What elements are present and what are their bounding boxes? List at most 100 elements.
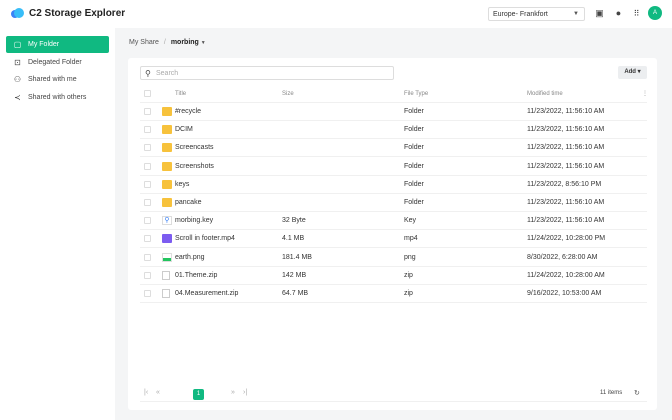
table-row[interactable]: #recycle Folder 11/23/2022, 11:56:10 AM [140, 103, 647, 121]
file-title[interactable]: Screencasts [175, 144, 214, 152]
file-title[interactable]: 04.Measurement.zip [175, 290, 239, 297]
table-row[interactable]: Screencasts Folder 11/23/2022, 11:56:10 AM [140, 139, 647, 158]
add-button[interactable]: Add ▾ [618, 66, 647, 79]
pagination: |‹ « 1 » ›| 11 items ↻ [140, 387, 647, 402]
sidebar-item-delegated-folder[interactable]: ⊡ Delegated Folder [6, 54, 109, 71]
first-page-icon[interactable]: |‹ [144, 389, 149, 396]
last-page-icon[interactable]: ›| [243, 389, 248, 396]
table-header: Title Size File Type Modified time ⋮ [140, 85, 648, 103]
row-checkbox[interactable] [144, 162, 151, 170]
table-row[interactable]: Screenshots Folder 11/23/2022, 11:56:10 AM [140, 158, 647, 176]
sidebar-item-my-folder[interactable]: ▢ My Folder [6, 36, 109, 53]
table-row[interactable]: pancake Folder 11/23/2022, 11:56:10 AM [140, 194, 647, 212]
share-icon: ≺ [14, 93, 21, 102]
region-value: Europe- Frankfort [493, 11, 548, 18]
file-type: Folder [404, 144, 424, 152]
file-list-card: ⚲ Search Add ▾ Title Size File Type Modif… [128, 58, 657, 410]
file-type: Folder [404, 108, 424, 115]
row-checkbox[interactable] [144, 144, 151, 152]
table-row[interactable]: 04.Measurement.zip 64.7 MB zip 9/16/2022, 1… [140, 285, 647, 303]
avatar[interactable]: A [648, 6, 662, 20]
help-icon[interactable]: ● [615, 8, 622, 18]
header-size[interactable]: Size [282, 90, 294, 97]
key-file-icon: ⚲ [162, 216, 172, 226]
breadcrumb-current[interactable]: morbing [170, 39, 199, 46]
row-checkbox[interactable] [144, 290, 151, 297]
folder-icon [162, 198, 172, 207]
file-size: 64.7 MB [282, 290, 309, 297]
table-row[interactable]: earth.png 181.4 MB png 8/30/2022, 6:28:00 A… [140, 249, 647, 267]
select-all-checkbox[interactable] [144, 90, 151, 97]
image-file-icon [162, 252, 172, 262]
file-title[interactable]: earth.png [175, 253, 205, 261]
row-checkbox[interactable] [144, 108, 151, 115]
row-checkbox[interactable] [144, 271, 151, 279]
region-select[interactable]: Europe- Frankfort ▼ [488, 7, 585, 21]
file-title[interactable]: DCIM [175, 126, 193, 134]
file-modified: 11/23/2022, 11:56:10 AM [527, 108, 605, 115]
file-size: 181.4 MB [282, 253, 312, 261]
table-row[interactable]: 01.Theme.zip 142 MB zip 11/24/2022, 10:28:0… [140, 267, 647, 285]
item-count: 11 items [600, 390, 623, 396]
add-label: Add [624, 69, 636, 75]
file-modified: 11/23/2022, 11:56:10 AM [527, 126, 605, 134]
chevron-down-icon[interactable]: ▼ [200, 40, 206, 46]
folder-icon [162, 179, 172, 189]
search-placeholder: Search [156, 70, 179, 77]
search-input[interactable]: ⚲ Search [140, 66, 394, 80]
file-title[interactable]: #recycle [175, 108, 202, 115]
file-type: mp4 [404, 235, 418, 243]
file-type: Folder [404, 199, 424, 206]
header-modified[interactable]: Modified time [527, 90, 563, 97]
file-type: Folder [404, 180, 424, 188]
file-modified: 11/24/2022, 10:28:00 PM [527, 235, 606, 243]
refresh-icon[interactable]: ↻ [634, 390, 640, 397]
upload-icon[interactable]: ▣ [595, 8, 604, 18]
row-checkbox[interactable] [144, 235, 151, 243]
table-row[interactable]: DCIM Folder 11/23/2022, 11:56:10 AM [140, 121, 647, 140]
column-menu-icon[interactable]: ⋮ [642, 91, 648, 97]
breadcrumb-separator: / [163, 39, 166, 46]
table-row[interactable]: ⚲ morbing.key 32 Byte Key 11/23/2022, 11:56:… [140, 212, 647, 231]
file-type: zip [404, 290, 413, 297]
row-checkbox[interactable] [144, 217, 151, 225]
zip-file-icon [162, 289, 170, 298]
header-type[interactable]: File Type [404, 90, 429, 97]
file-title[interactable]: Screenshots [175, 162, 214, 170]
row-checkbox[interactable] [144, 199, 151, 206]
sidebar-item-label: Delegated Folder [28, 59, 82, 66]
apps-grid-icon[interactable]: ⠿ [633, 9, 640, 18]
folder-icon [162, 161, 172, 171]
file-type: Key [404, 217, 417, 225]
file-type: png [404, 253, 416, 261]
file-modified: 11/23/2022, 11:56:10 AM [527, 199, 605, 206]
header-title[interactable]: Title [175, 90, 187, 97]
sidebar-item-label: Shared with others [28, 94, 87, 101]
folder-icon [162, 143, 172, 153]
row-checkbox[interactable] [144, 253, 151, 261]
breadcrumb-root[interactable]: My Share [129, 39, 159, 46]
file-title[interactable]: 01.Theme.zip [175, 271, 218, 279]
table-row[interactable]: Scroll in footer.mp4 4.1 MB mp4 11/24/2022,… [140, 230, 647, 249]
file-modified: 11/23/2022, 11:56:10 AM [527, 144, 605, 152]
page-1-button[interactable]: 1 [193, 389, 204, 400]
sidebar-item-shared-with-me[interactable]: ⚇ Shared with me [6, 71, 109, 88]
sidebar-item-label: Shared with me [28, 76, 77, 83]
file-modified: 11/23/2022, 8:56:10 PM [527, 180, 602, 188]
file-title[interactable]: pancake [175, 199, 202, 206]
file-title[interactable]: morbing.key [175, 217, 214, 225]
file-type: zip [404, 271, 413, 279]
prev-page-icon[interactable]: « [156, 389, 160, 396]
app-title: C2 Storage Explorer [29, 8, 126, 19]
next-page-icon[interactable]: » [231, 389, 235, 396]
sidebar-item-shared-with-others[interactable]: ≺ Shared with others [6, 89, 109, 106]
delegated-icon: ⊡ [14, 58, 21, 67]
file-modified: 11/23/2022, 11:56:10 AM [527, 217, 605, 225]
table-row[interactable]: keys Folder 11/23/2022, 8:56:10 PM [140, 176, 647, 194]
file-modified: 11/23/2022, 11:56:10 AM [527, 162, 605, 170]
file-title[interactable]: keys [175, 180, 190, 188]
row-checkbox[interactable] [144, 180, 151, 188]
row-checkbox[interactable] [144, 126, 151, 134]
sidebar-item-label: My Folder [28, 41, 60, 48]
file-title[interactable]: Scroll in footer.mp4 [175, 235, 235, 243]
